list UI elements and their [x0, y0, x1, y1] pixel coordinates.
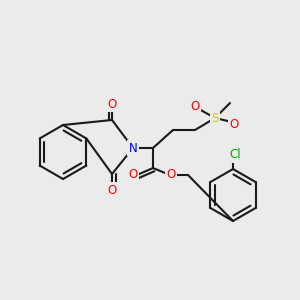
Text: Cl: Cl	[229, 148, 241, 161]
Text: S: S	[211, 112, 219, 124]
Text: O: O	[167, 169, 176, 182]
Text: O: O	[230, 118, 238, 130]
Text: O: O	[107, 98, 117, 110]
Text: N: N	[129, 142, 137, 154]
Text: O: O	[107, 184, 117, 196]
Text: O: O	[128, 169, 138, 182]
Text: O: O	[190, 100, 200, 112]
